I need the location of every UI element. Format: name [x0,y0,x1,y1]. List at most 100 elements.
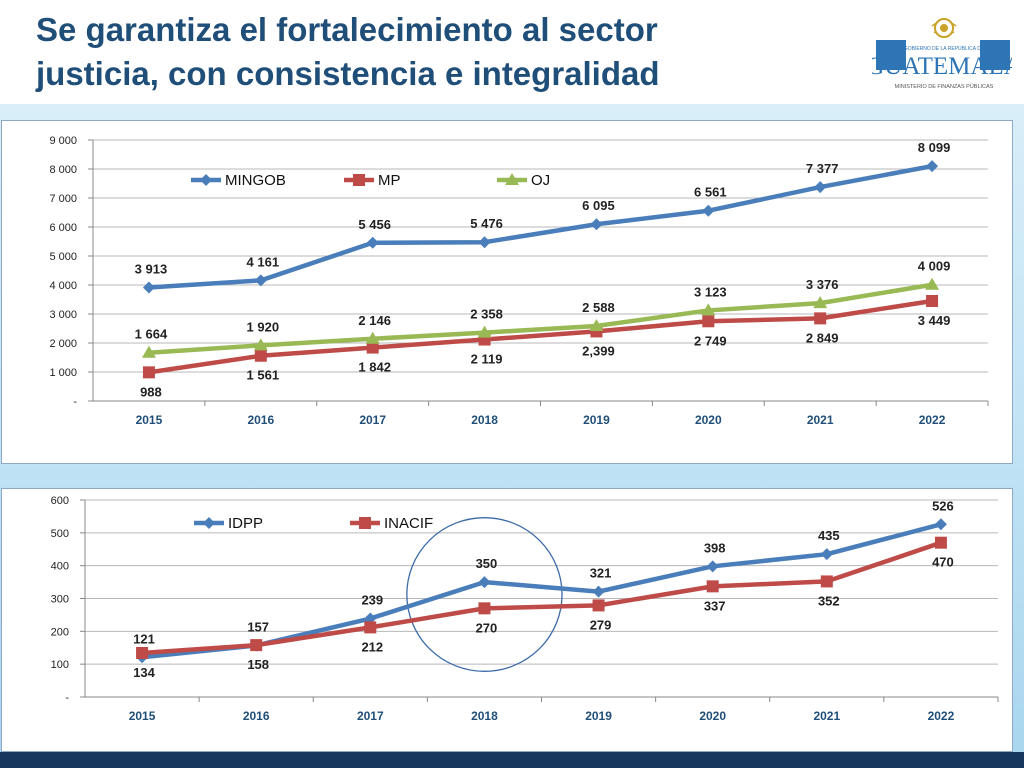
x-tick-label: 2017 [359,413,386,427]
data-point-inacif [136,647,149,660]
data-point-inacif [478,602,491,615]
legend-label-inacif: INACIF [384,515,433,532]
data-label-mp: 2 749 [694,333,727,348]
data-point-inacif [934,536,947,549]
x-tick-label: 2018 [471,709,498,723]
series-line-oj [148,282,933,355]
logo-sub-text: MINISTERIO DE FINANZAS PÚBLICAS [895,83,994,90]
legend-marker-oj [505,173,519,185]
legend-label-mingob: MINGOB [225,172,286,189]
y-tick-label: 4 000 [49,280,77,292]
data-label-oj: 1 920 [247,319,280,334]
series-oj [141,277,940,358]
data-label-idpp: 526 [932,498,954,513]
y-tick-label: - [73,396,77,408]
slide-title-line-1: Se garantiza el fortalecimiento al secto… [36,11,658,48]
x-tick-label: 2021 [813,709,840,723]
data-label-oj: 2 146 [358,313,391,328]
data-point-inacif [592,599,605,612]
data-point-oj [813,296,828,309]
legend-marker-mp [353,174,365,186]
legend-item-mingob: MINGOB [191,172,286,189]
data-point-idpp [706,560,719,573]
legend-item-mp: MP [344,172,401,189]
data-label-inacif: 279 [590,617,612,632]
highlight-ellipse [406,517,563,672]
guatemala-logo-graphic: GOBIERNO DE LA REPÚBLICA DE GUATEMALA MI… [866,18,1022,90]
y-tick-label: 3 000 [49,309,77,321]
x-tick-label: 2015 [129,709,156,723]
data-label-idpp: 321 [590,566,612,581]
data-label-idpp: 398 [704,540,726,555]
y-tick-label: 6 000 [49,222,77,234]
data-point-oj [589,318,604,331]
data-label-mingob: 5 476 [470,216,503,231]
series-line-inacif [141,540,942,656]
series-line-mingob [148,163,933,290]
logo-top-text: GOBIERNO DE LA REPÚBLICA DE [904,45,985,52]
data-point-idpp [934,518,947,531]
x-tick-label: 2020 [699,709,726,723]
data-label-mp: 2,399 [582,343,615,358]
data-label-mp: 2 119 [471,352,503,367]
data-point-inacif [706,580,719,593]
y-tick-label: 2 000 [49,338,77,350]
data-point-idpp [478,576,491,589]
legend-label-oj: OJ [531,172,550,189]
data-label-mingob: 7 377 [806,161,839,176]
data-label-idpp: 239 [361,593,383,608]
data-point-mingob [366,236,379,249]
data-label-inacif: 337 [704,598,726,613]
data-point-oj [925,277,940,290]
data-label-mingob: 6 561 [694,185,727,200]
chart-panel-top: - 1 000 2 000 3 000 4 000 5 000 6 000 7 000 8 00… [1,120,1013,464]
data-label-inacif: 270 [476,620,498,635]
footer-bar [0,752,1024,768]
data-point-idpp [592,585,605,598]
data-label-mingob: 3 913 [135,262,168,277]
data-label-oj: 3 123 [694,284,727,299]
data-label-mingob: 4 161 [247,254,280,269]
x-tick-label: 2022 [928,709,955,723]
data-label-oj: 3 376 [806,277,839,292]
legend-marker-inacif [359,517,371,529]
data-point-oj [701,303,716,316]
data-point-oj [477,325,492,338]
chart-idpp-inacif: - 100 200 300 400 500 600 2015 2016 2017 2018 2019 2… [51,495,999,723]
data-point-mp [366,341,379,354]
data-point-oj [253,338,268,351]
data-point-mingob [814,181,827,194]
y-tick-label: 100 [51,659,69,671]
x-tick-label: 2015 [136,413,163,427]
data-point-mingob [926,160,939,173]
data-label-mp: 988 [140,384,162,399]
slide-title: Se garantiza el fortalecimiento al secto… [36,8,756,96]
guatemala-logo: GOBIERNO DE LA REPÚBLICA DE GUATEMALA MI… [866,12,1022,100]
x-tick-label: 2016 [247,413,274,427]
data-label-mingob: 6 095 [582,198,615,213]
legend-label-idpp: IDPP [228,515,263,532]
data-label-oj: 2 588 [582,300,615,315]
data-point-mingob [478,236,491,249]
y-tick-label: 500 [51,528,69,540]
legend-item-idpp: IDPP [194,515,263,532]
series-inacif [136,536,947,660]
data-point-mp [254,349,267,362]
x-tick-label: 2017 [357,709,384,723]
legend-marker-mingob [200,174,212,186]
data-point-mingob [702,204,715,217]
chart-mingob-mp-oj: - 1 000 2 000 3 000 4 000 5 000 6 000 7 000 8 00… [49,135,989,427]
data-label-mp: 1 561 [247,368,280,383]
y-tick-label: 7 000 [49,193,77,205]
x-tick-label: 2022 [919,413,946,427]
y-tick-label: 8 000 [49,164,77,176]
x-tick-label: 2019 [583,413,610,427]
y-tick-label: 1 000 [49,367,77,379]
y-tick-label: 200 [51,626,69,638]
data-point-idpp [820,548,833,561]
data-label-inacif: 212 [361,639,383,654]
legend-label-mp: MP [378,172,401,189]
legend-item-oj: OJ [497,172,550,189]
data-point-mp [926,294,939,307]
x-tick-label: 2019 [585,709,612,723]
